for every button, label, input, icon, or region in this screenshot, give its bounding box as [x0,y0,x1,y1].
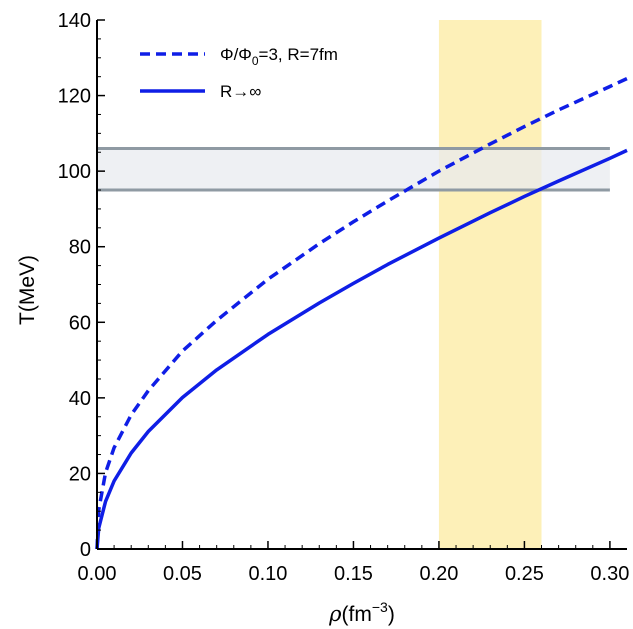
x-tick-label: 0.05 [163,563,202,585]
y-tick-label: 40 [69,388,91,410]
x-tick-label: 0.10 [248,563,287,585]
y-tick-label: 20 [69,463,91,485]
x-tick-label: 0.25 [505,563,544,585]
y-tick-label: 0 [80,539,91,561]
x-tick-label: 0.20 [419,563,458,585]
x-axis-title: ρ(fm−3) [328,599,395,626]
y-tick-label: 100 [58,161,91,183]
y-tick-label: 60 [69,312,91,334]
legend-label-dashed-sub: 0 [252,54,259,68]
vertical-band [438,20,542,549]
legend-label-dashed-a: Φ/Φ [220,45,252,64]
y-tick-label: 120 [58,86,91,108]
y-axis-title: T(MeV) [16,255,39,325]
x-axis-title-unit: (fm [342,603,372,626]
x-axis-title-sup: −3 [372,599,388,615]
legend-label-dashed-b: =3, R=7fm [259,45,338,64]
y-tick-label: 140 [58,10,91,32]
x-tick-label: 0.15 [334,563,373,585]
bands [97,20,610,549]
series-line-dashed [95,76,628,550]
ticks: 0.00 0.05 0.10 0.15 0.20 0.25 0.30 0 20 40 60 80 100… [58,10,630,585]
curves [95,76,628,550]
legend: Φ/Φ0=3, R=7fm R→∞ [140,45,338,101]
series-line-solid [95,148,628,550]
axes [96,20,627,550]
legend-label-solid: R→∞ [220,82,261,101]
x-axis-title-close: ) [388,603,395,626]
y-tick-label: 80 [69,237,91,259]
x-tick-label: 0.00 [78,563,117,585]
horizontal-band [97,148,610,191]
x-axis-title-main: ρ [328,602,342,626]
legend-label-dashed: Φ/Φ0=3, R=7fm [220,45,338,68]
x-tick-label: 0.30 [590,563,629,585]
